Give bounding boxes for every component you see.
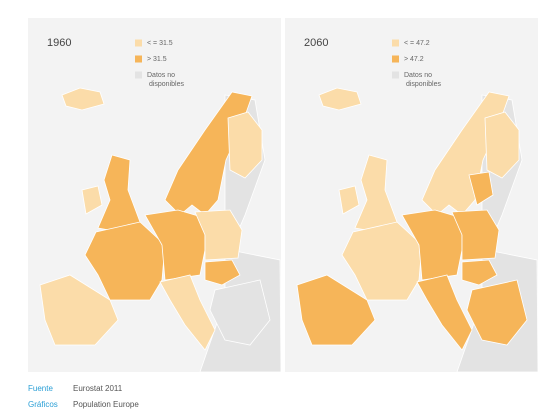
panel-year: 1960 xyxy=(47,37,71,49)
country-shape xyxy=(227,111,263,179)
country-shape xyxy=(401,209,463,281)
legend-label: < = 31.5 xyxy=(147,40,173,47)
country-shape xyxy=(451,209,500,261)
country-shape xyxy=(468,171,494,206)
legend-swatch xyxy=(392,71,399,79)
country-shape xyxy=(194,209,243,261)
legend-label: Datos no disponibles xyxy=(147,72,184,88)
country-shape xyxy=(81,185,103,215)
country-shape xyxy=(61,87,105,111)
legend-swatch xyxy=(135,55,142,63)
country-shape xyxy=(338,185,360,215)
country-shape xyxy=(159,274,216,351)
legend-label: < = 47.2 xyxy=(404,40,430,47)
panel-year: 2060 xyxy=(304,37,328,49)
map xyxy=(296,87,539,373)
legend-swatch xyxy=(392,55,399,63)
legend-swatch xyxy=(392,39,399,47)
country-shape xyxy=(461,259,498,286)
country-shape xyxy=(84,221,166,301)
footer-key: Gráficos xyxy=(28,400,58,409)
legend-swatch xyxy=(135,71,142,79)
country-shape xyxy=(341,221,423,301)
country-shape xyxy=(209,279,271,346)
map xyxy=(39,87,282,373)
country-shape xyxy=(296,274,376,346)
legend-label: > 31.5 xyxy=(147,56,167,63)
legend-swatch xyxy=(135,39,142,47)
legend-label: > 47.2 xyxy=(404,56,424,63)
country-shape xyxy=(466,279,528,346)
country-shape xyxy=(204,259,241,286)
country-shape xyxy=(416,274,473,351)
country-shape xyxy=(484,111,520,179)
country-shape xyxy=(39,274,119,346)
country-shape xyxy=(144,209,206,281)
footer-value: Eurostat 2011 xyxy=(73,384,123,393)
footer-key: Fuente xyxy=(28,384,53,393)
legend-label: Datos no disponibles xyxy=(404,72,441,88)
footer-value: Population Europe xyxy=(73,400,139,409)
country-shape xyxy=(318,87,362,111)
